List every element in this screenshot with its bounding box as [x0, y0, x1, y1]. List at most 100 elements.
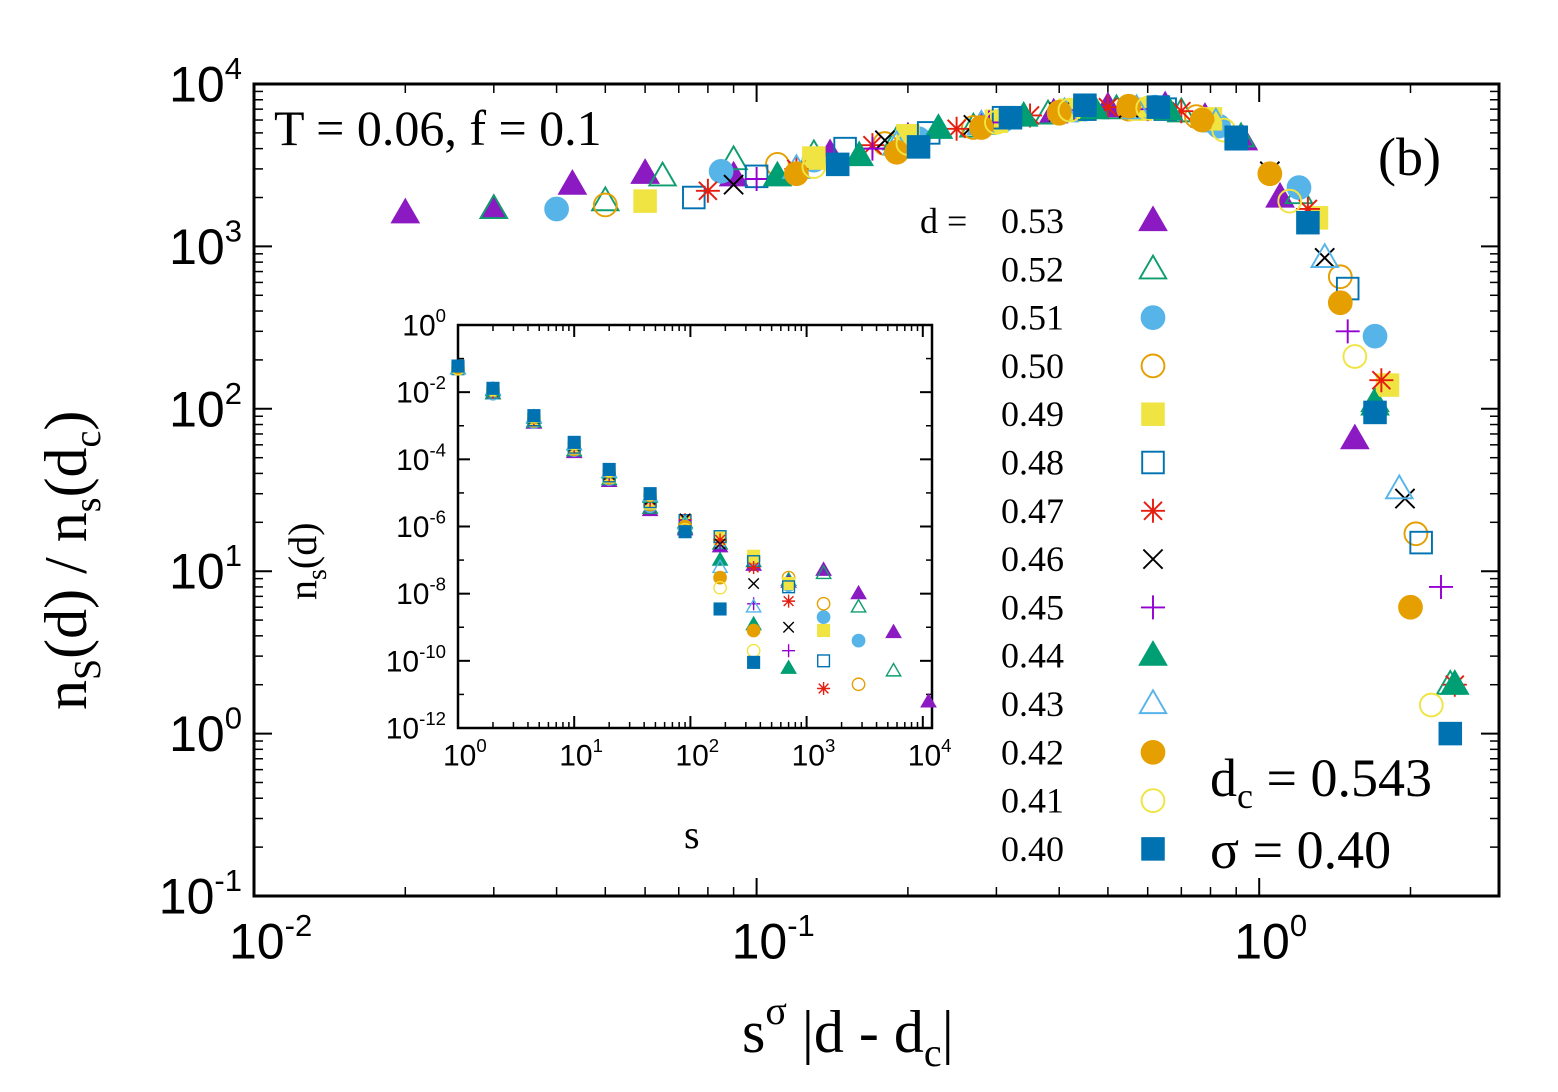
main-point-0.46 — [1314, 247, 1335, 269]
main-point-0.53 — [478, 193, 509, 220]
fit-param-sigma: σ = 0.40 — [1210, 820, 1391, 880]
legend-marker-0.42 — [1140, 739, 1166, 765]
inset-point-0.53 — [920, 693, 937, 708]
main-point-0.42 — [1116, 93, 1142, 119]
main-y-tick-label: 10-1 — [159, 863, 242, 925]
main-point-0.51 — [544, 196, 569, 222]
inset-y-label-p2: (d) — [280, 522, 325, 569]
inset-point-0.51 — [851, 633, 866, 648]
inset-x-tick-label: 103 — [792, 735, 836, 773]
main-point-0.40 — [906, 135, 931, 159]
inset-point-0.43 — [745, 598, 762, 613]
legend-marker-0.53 — [1138, 205, 1168, 232]
main-plot-frame — [252, 82, 1501, 898]
main-point-0.42 — [1189, 107, 1215, 133]
fit-param-dc: dc = 0.543 — [1210, 748, 1432, 816]
y-label-s3: c — [67, 431, 109, 448]
inset-data-points — [449, 359, 937, 708]
inset-y-axis-label: ns(d) — [280, 522, 333, 600]
inset-plot: 100 101 102 103 104 100 10-2 10-4 10-6 10-8 10-10 1… — [280, 305, 952, 857]
main-point-0.53 — [390, 197, 421, 224]
main-point-0.50 — [1403, 521, 1429, 547]
legend-label: 0.43 — [1001, 684, 1064, 724]
main-x-axis-label: sσ |d - dc| — [742, 988, 954, 1075]
main-point-0.41 — [1342, 344, 1368, 369]
main-point-0.52 — [590, 185, 621, 212]
main-point-0.42 — [1398, 594, 1423, 620]
main-point-0.47 — [1095, 95, 1120, 120]
legend-label: 0.47 — [1001, 491, 1064, 531]
legend-marker-0.52 — [1138, 253, 1168, 280]
main-point-0.47 — [1295, 196, 1320, 221]
inset-point-0.40 — [451, 359, 465, 373]
legend-label: 0.45 — [1001, 587, 1064, 627]
inset-point-0.52 — [815, 564, 832, 580]
inset-y-tick-label: 10-6 — [396, 507, 446, 545]
inset-point-0.40 — [713, 602, 727, 616]
main-point-0.40 — [1224, 125, 1248, 150]
y-label-p1: n — [33, 680, 99, 710]
inset-axis-ticks — [457, 324, 932, 729]
y-label-p4: ) — [33, 411, 99, 431]
inset-point-0.42 — [746, 623, 761, 638]
inset-point-0.47 — [817, 682, 831, 696]
main-point-0.45 — [1335, 319, 1360, 344]
main-point-0.48 — [682, 185, 706, 210]
y-label-p3: (d — [33, 447, 99, 497]
inset-point-0.40 — [747, 655, 761, 669]
x-label-rest1: |d - d — [787, 999, 924, 1065]
legend-marker-0.49 — [1141, 402, 1165, 426]
inset-point-0.48 — [782, 580, 796, 594]
inset-point-0.47 — [713, 533, 727, 547]
panel-label: (b) — [1378, 127, 1441, 187]
main-point-0.52 — [647, 160, 678, 187]
main-point-0.41 — [1418, 692, 1444, 718]
inset-point-0.40 — [602, 462, 616, 476]
inset-point-0.50 — [851, 677, 866, 692]
main-point-0.42 — [1257, 161, 1283, 187]
main-y-tick-label: 100 — [169, 701, 242, 763]
inset-point-0.49 — [782, 577, 796, 591]
main-x-tick-label: 10-2 — [229, 908, 312, 970]
main-point-0.52 — [478, 193, 509, 220]
x-label-base: s — [742, 999, 765, 1065]
inset-x-axis-label: s — [684, 812, 700, 857]
main-point-0.40 — [825, 152, 850, 177]
main-point-0.45 — [1429, 574, 1453, 599]
legend-label: 0.52 — [1001, 249, 1064, 289]
inset-point-0.40 — [643, 487, 657, 501]
main-point-0.40 — [1073, 93, 1097, 117]
inset-y-tick-label: 10-12 — [386, 708, 446, 746]
legend: d = 0.53 0.52 0.51 0.50 0.49 0.48 0.47 0.46 0.45… — [920, 201, 1168, 869]
main-point-0.47 — [1169, 99, 1194, 124]
main-point-0.50 — [1327, 264, 1353, 290]
inset-x-tick-label: 100 — [443, 735, 487, 773]
main-point-0.40 — [1146, 95, 1171, 119]
main-point-0.51 — [1362, 323, 1388, 349]
inset-point-0.50 — [816, 596, 831, 611]
main-point-0.47 — [1369, 368, 1394, 393]
legend-marker-0.46 — [1142, 548, 1164, 570]
inset-x-tick-label: 104 — [908, 735, 952, 773]
inset-x-tick-label: 101 — [559, 735, 603, 773]
legend-marker-0.48 — [1141, 450, 1165, 475]
main-point-0.45 — [744, 167, 769, 192]
main-point-0.48 — [1409, 530, 1433, 555]
legend-label: 0.46 — [1001, 539, 1064, 579]
main-point-0.47 — [944, 116, 969, 141]
inset-point-0.44 — [780, 659, 797, 674]
y-label-s2: s — [67, 497, 109, 512]
main-point-0.40 — [998, 105, 1023, 130]
main-point-0.44 — [844, 140, 875, 167]
main-point-0.47 — [695, 178, 720, 203]
main-point-0.43 — [1309, 242, 1340, 268]
inset-x-tick-label: 102 — [675, 735, 719, 773]
main-point-0.49 — [802, 146, 826, 170]
legend-title: d = — [920, 201, 967, 241]
inset-point-0.40 — [486, 381, 500, 395]
main-point-0.52 — [718, 144, 749, 171]
inset-point-0.52 — [885, 662, 902, 677]
